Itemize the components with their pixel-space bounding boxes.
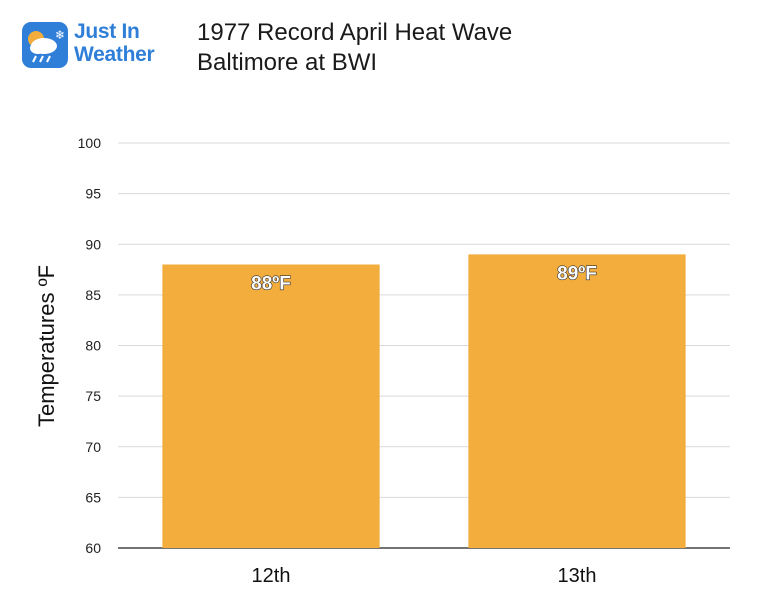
chart-title-line-1: 1977 Record April Heat Wave <box>197 19 513 46</box>
chart-title: 1977 Record April Heat Wave Baltimore at… <box>197 18 512 78</box>
x-axis-ticks: 12th 13th <box>252 565 597 587</box>
y-tick-label: 85 <box>85 287 101 303</box>
chart-title-line-2: Baltimore at BWI <box>197 49 378 76</box>
data-label: 89ºF <box>557 263 597 284</box>
weather-cloud-sun-snow-icon: ❄ <box>22 22 68 68</box>
y-tick-label: 100 <box>78 135 102 151</box>
svg-text:❄: ❄ <box>55 28 65 42</box>
logo: ❄ Just In Weather <box>22 20 182 76</box>
x-tick-label: 12th <box>252 565 291 587</box>
data-labels: 88ºF 89ºF <box>251 263 598 295</box>
logo-line-2: Weather <box>74 43 155 66</box>
y-tick-label: 70 <box>85 439 101 455</box>
y-tick-label: 60 <box>85 540 101 556</box>
y-tick-label: 80 <box>85 338 101 354</box>
bar <box>468 254 686 548</box>
y-tick-label: 95 <box>85 186 101 202</box>
y-tick-label: 65 <box>85 489 101 505</box>
y-axis-ticks: 60 65 70 75 80 85 90 95 100 <box>78 135 102 556</box>
y-tick-label: 75 <box>85 388 101 404</box>
logo-wordmark: Just In Weather <box>74 20 155 66</box>
data-label: 88ºF <box>251 274 291 295</box>
y-tick-label: 90 <box>85 236 101 252</box>
bars <box>162 254 686 548</box>
bar <box>162 264 380 548</box>
x-tick-label: 13th <box>558 565 597 587</box>
logo-line-1: Just In <box>74 20 140 43</box>
